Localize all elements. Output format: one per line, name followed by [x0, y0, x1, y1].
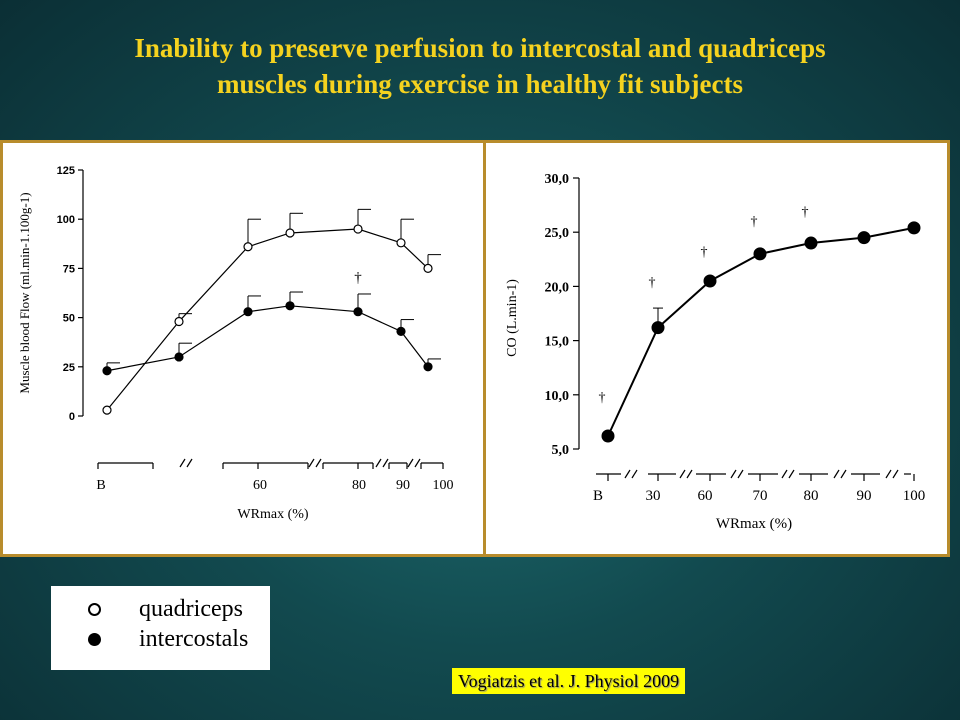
- x-tick-label: B: [96, 478, 105, 493]
- x-tick-label: 90: [396, 478, 410, 493]
- x-tick-label: 90: [857, 488, 872, 504]
- x-tick-label: 60: [698, 488, 713, 504]
- x-axis-break-b: [315, 458, 322, 468]
- significance-dagger: †: [649, 275, 656, 290]
- y-tick-label: 15,0: [545, 335, 570, 350]
- slide-title-line1: Inability to preserve perfusion to inter…: [134, 33, 826, 63]
- y-tick-label: 100: [57, 214, 75, 226]
- data-point-intercostals: [396, 326, 406, 336]
- legend-label-intercostals: intercostals: [139, 626, 249, 652]
- data-point-co: [753, 247, 767, 261]
- x-axis-break-b: [788, 469, 795, 479]
- x-axis-break-a: [885, 469, 892, 479]
- cardiac-output-chart: 5,0 10,0 15,0 20,0 25,0 30,0 CO (L.min-1) B 30 60…: [505, 172, 926, 532]
- y-tick-label: 25: [63, 362, 75, 374]
- significance-dagger: †: [751, 215, 758, 230]
- filled-circle-icon: [88, 633, 101, 646]
- slide-title: Inability to preserve perfusion to inter…: [0, 30, 960, 102]
- data-point-quadriceps: [102, 405, 112, 415]
- x-axis-break-a: [833, 469, 840, 479]
- slide-title-line2: muscles during exercise in healthy fit s…: [217, 69, 743, 99]
- data-point-intercostals: [353, 307, 363, 317]
- data-point-co: [907, 221, 921, 235]
- data-point-co: [651, 321, 665, 335]
- data-point-quadriceps: [353, 224, 363, 234]
- y-tick-label: 25,0: [545, 226, 570, 241]
- x-tick-label: 70: [753, 488, 768, 504]
- legend-label-quadriceps: quadriceps: [139, 596, 243, 622]
- y-tick-label: 75: [63, 263, 75, 275]
- y-tick-label: 30,0: [545, 172, 570, 187]
- citation: Vogiatzis et al. J. Physiol 2009: [452, 668, 686, 694]
- blood-flow-chart-panel: 0 25 50 75 100 125 Muscle blood Flow (ml.min-1…: [0, 140, 486, 557]
- data-point-co: [804, 236, 818, 250]
- data-point-quadriceps: [423, 263, 433, 274]
- significance-dagger: †: [354, 270, 362, 286]
- y-tick-label: 10,0: [545, 389, 570, 404]
- significance-dagger: †: [599, 390, 606, 405]
- x-axis-label: WRmax (%): [237, 507, 308, 522]
- significance-dagger: †: [701, 245, 708, 260]
- x-axis-break-a: [781, 469, 788, 479]
- y-tick-label: 50: [63, 313, 75, 325]
- x-axis-break-a: [679, 469, 686, 479]
- x-axis-break-a: [624, 469, 631, 479]
- x-axis-break-a: [375, 458, 382, 468]
- y-axis-label: CO (L.min-1): [505, 279, 520, 357]
- y-tick-label: 5,0: [552, 443, 570, 458]
- y-tick-label: 20,0: [545, 280, 570, 295]
- series-line-quadriceps: [106, 228, 429, 411]
- x-axis-break-a: [179, 458, 186, 468]
- x-axis-break-b: [686, 469, 693, 479]
- data-point-intercostals: [285, 301, 295, 311]
- data-point-quadriceps: [174, 316, 184, 327]
- legend-item-intercostals: intercostals: [51, 624, 270, 656]
- x-tick-label: 100: [433, 478, 454, 493]
- data-point-intercostals: [243, 307, 253, 317]
- data-point-quadriceps: [285, 228, 295, 238]
- x-axis-break-b: [737, 469, 744, 479]
- legend: quadriceps intercostals: [51, 586, 270, 670]
- x-axis-label: WRmax (%): [716, 516, 792, 532]
- data-point-intercostals: [102, 366, 112, 376]
- x-axis-break-a: [407, 458, 414, 468]
- x-axis-break-b: [414, 458, 421, 468]
- data-point-quadriceps: [396, 238, 406, 248]
- y-axis-label: Muscle blood Flow (ml.min-1.100g-1): [17, 192, 32, 393]
- cardiac-output-chart-panel: 5,0 10,0 15,0 20,0 25,0 30,0 CO (L.min-1) B 30 60…: [483, 140, 950, 557]
- data-point-intercostals: [174, 352, 184, 362]
- x-tick-label: 100: [903, 488, 926, 504]
- x-tick-label: 80: [352, 478, 366, 493]
- y-tick-label: 0: [69, 411, 75, 423]
- legend-item-quadriceps: quadriceps: [51, 594, 270, 626]
- blood-flow-chart: 0 25 50 75 100 125 Muscle blood Flow (ml.min-1…: [17, 165, 454, 522]
- y-tick-label: 125: [57, 165, 75, 177]
- data-point-co: [601, 429, 615, 443]
- x-axis-break-b: [382, 458, 389, 468]
- x-tick-label: 80: [804, 488, 819, 504]
- x-axis-break-b: [186, 458, 193, 468]
- data-point-quadriceps: [243, 242, 253, 252]
- x-axis-break-a: [308, 458, 315, 468]
- x-tick-label: B: [593, 488, 603, 504]
- open-circle-icon: [88, 603, 101, 616]
- significance-dagger: †: [802, 205, 809, 220]
- x-axis-break-b: [840, 469, 847, 479]
- x-axis-break-b: [631, 469, 638, 479]
- series-line-intercostals: [106, 305, 429, 372]
- x-axis-break-b: [892, 469, 899, 479]
- x-axis-break-a: [730, 469, 737, 479]
- data-point-co: [703, 274, 717, 288]
- x-tick-label: 30: [646, 488, 661, 504]
- data-point-co: [857, 231, 871, 245]
- data-point-intercostals: [423, 362, 433, 372]
- x-tick-label: 60: [253, 478, 267, 493]
